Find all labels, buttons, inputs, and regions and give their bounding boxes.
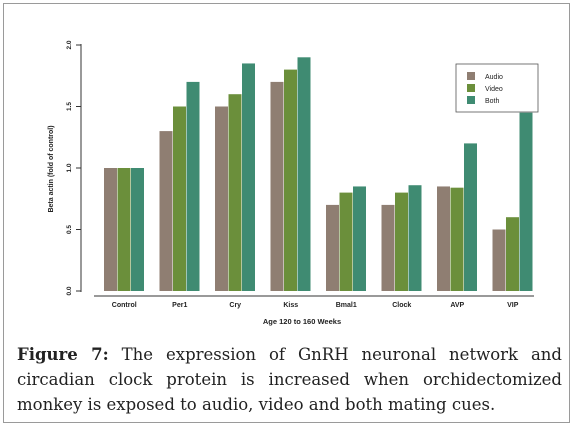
bar-control-both <box>131 168 144 291</box>
bar-per1-video <box>173 106 186 291</box>
figure-frame: 0.0 0.5 1.0 1.5 2.0 Beta actin (fold of cont… <box>3 3 570 423</box>
bar-cry-video <box>228 94 242 291</box>
bar-cry-audio <box>215 106 228 291</box>
legend-swatch-both <box>467 96 475 104</box>
legend-label-both: Both <box>485 98 500 105</box>
bar-kiss-both <box>297 57 311 291</box>
x-tick-label: Per1 <box>172 302 187 309</box>
bar-vip-both <box>519 112 533 292</box>
bar-avp-video <box>450 187 464 291</box>
x-axis-tick-labels: Control Per1 Cry Kiss Bmal1 Clock AVP VIP <box>112 302 519 309</box>
legend-label-video: Video <box>485 86 503 93</box>
x-tick-label: Kiss <box>283 302 298 309</box>
bar-kiss-video <box>284 69 297 291</box>
figure-label: Figure 7: <box>17 345 109 364</box>
y-tick-label: 1.0 <box>66 163 73 172</box>
bar-chart: 0.0 0.5 1.0 1.5 2.0 Beta actin (fold of cont… <box>48 40 539 326</box>
bar-bmal1-audio <box>326 204 339 291</box>
x-tick-label: AVP <box>450 302 464 309</box>
y-axis-ticks: 0.0 0.5 1.0 1.5 2.0 <box>66 40 81 296</box>
bar-control-audio <box>104 168 117 291</box>
bar-vip-video <box>506 217 519 291</box>
figure-caption: Figure 7: The expression of GnRH neurona… <box>17 342 562 417</box>
y-tick-label: 1.5 <box>66 102 73 111</box>
caption-text: The expression of GnRH neuronal network … <box>17 345 562 414</box>
bar-per1-both <box>186 81 200 292</box>
y-tick-label: 2.0 <box>66 40 73 49</box>
bar-kiss-audio <box>270 81 284 292</box>
bar-cry-both <box>242 63 255 292</box>
x-tick-label: Bmal1 <box>336 302 357 309</box>
bar-clock-video <box>395 192 408 291</box>
bar-vip-audio <box>492 229 506 291</box>
bar-clock-audio <box>381 204 395 291</box>
x-tick-label: Control <box>112 302 137 309</box>
bar-avp-both <box>464 143 477 291</box>
bar-avp-audio <box>437 186 450 291</box>
x-axis-label: Age 120 to 160 Weeks <box>263 317 341 326</box>
x-tick-label: Cry <box>229 302 241 309</box>
x-tick-label: Clock <box>392 302 411 309</box>
legend-label-audio: Audio <box>485 74 503 81</box>
bar-bmal1-both <box>353 186 366 291</box>
x-tick-label: VIP <box>507 302 519 309</box>
bar-bmal1-video <box>339 192 353 291</box>
bars-group <box>104 57 533 292</box>
y-tick-label: 0.5 <box>66 225 73 234</box>
y-tick-label: 0.0 <box>66 286 73 295</box>
bar-clock-both <box>408 185 422 291</box>
legend: Audio Video Both <box>455 63 539 113</box>
legend-swatch-video <box>467 84 475 92</box>
bar-control-video <box>117 168 131 291</box>
legend-swatch-audio <box>467 72 475 80</box>
y-axis-label: Beta actin (fold of control) <box>48 125 55 212</box>
bar-per1-audio <box>159 131 173 291</box>
